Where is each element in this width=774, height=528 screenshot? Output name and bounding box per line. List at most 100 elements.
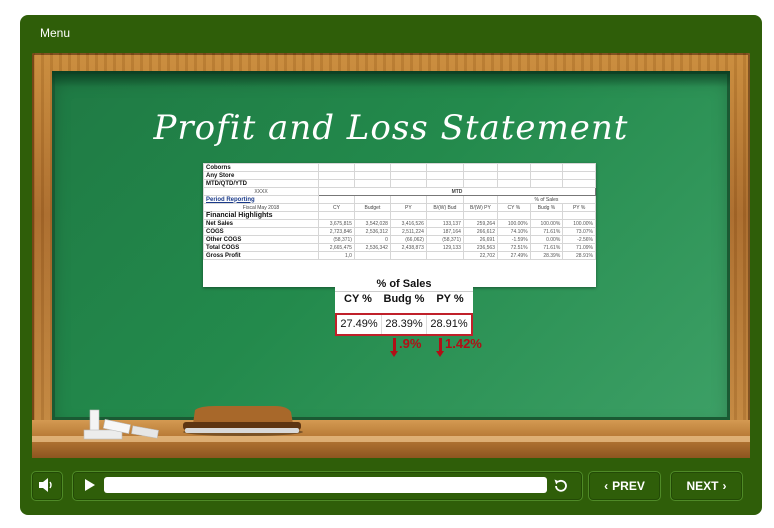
variance-py-value: 1.42% bbox=[445, 336, 482, 351]
col-header: B/(W) Bud bbox=[425, 203, 464, 212]
col-header: PY % bbox=[562, 203, 596, 212]
table-row: Gross Profit 1,0 22,702 27.49% 28.39% 28.91% bbox=[203, 251, 596, 260]
chevron-left-icon: ‹ bbox=[604, 479, 609, 493]
table-cell: 71.61% bbox=[529, 243, 564, 252]
row-label: Total COGS bbox=[203, 243, 319, 252]
pct-header-cy: CY % bbox=[344, 293, 372, 305]
table-cell: 100.00% bbox=[529, 219, 564, 228]
down-arrow-icon bbox=[390, 338, 398, 357]
table-cell: 74.10% bbox=[496, 227, 531, 236]
speaker-icon bbox=[39, 478, 52, 492]
company-name: Coborns bbox=[203, 163, 319, 172]
table-cell: 26,691 bbox=[462, 235, 498, 244]
col-header: CY bbox=[318, 203, 355, 212]
table-cell: 72.51% bbox=[496, 243, 531, 252]
replay-icon[interactable] bbox=[552, 477, 570, 495]
table-cell: (58,371) bbox=[318, 235, 355, 244]
prev-button[interactable]: ‹ PREV bbox=[588, 471, 661, 501]
pct-values-highlight: 27.49% 28.39% 28.91% bbox=[335, 313, 473, 336]
pl-spreadsheet: Coborns Any Store MTD/QTD/YTD XXXX MTD Pe… bbox=[203, 163, 596, 287]
chalk-pieces-icon bbox=[83, 409, 159, 440]
row-label: COGS bbox=[203, 227, 319, 236]
row-label: Other COGS bbox=[203, 235, 319, 244]
volume-button[interactable] bbox=[31, 471, 63, 501]
table-cell: 28.91% bbox=[562, 251, 596, 260]
col-header: Budg % bbox=[529, 203, 564, 212]
table-cell: (66,062) bbox=[389, 235, 427, 244]
col-header: B/(W) PY bbox=[462, 203, 498, 212]
table-cell: 3,416,526 bbox=[389, 219, 427, 228]
prev-label: PREV bbox=[612, 479, 645, 493]
pct-of-sales-title: % of Sales bbox=[376, 278, 432, 290]
table-cell: 71.09% bbox=[562, 243, 596, 252]
fiscal-label: Fiscal May 2018 bbox=[203, 203, 319, 212]
placeholder-cell: XXXX bbox=[203, 187, 319, 196]
table-cell: 133,137 bbox=[425, 219, 464, 228]
table-row: COGS 2,723,846 2,536,312 2,511,224 187,164 26… bbox=[203, 227, 596, 236]
table-cell: 1,0 bbox=[318, 251, 355, 260]
table-row: Net Sales 3,675,815 3,542,028 3,416,526 133,… bbox=[203, 219, 596, 228]
next-label: NEXT bbox=[686, 479, 719, 493]
col-header: PY bbox=[389, 203, 427, 212]
pct-sales-header: % of Sales bbox=[496, 195, 596, 204]
table-cell: 0 bbox=[353, 235, 391, 244]
progress-bar[interactable] bbox=[104, 477, 547, 493]
chevron-right-icon: › bbox=[722, 479, 727, 493]
play-icon[interactable] bbox=[85, 479, 95, 491]
table-cell: 0.00% bbox=[529, 235, 564, 244]
down-arrow-icon bbox=[436, 338, 444, 357]
table-cell: 259,264 bbox=[462, 219, 498, 228]
table-cell: 236,563 bbox=[462, 243, 498, 252]
col-header: CY % bbox=[496, 203, 531, 212]
pct-header-budg: Budg % bbox=[383, 293, 425, 305]
variance-budget-value: .9% bbox=[399, 336, 422, 351]
table-cell: -2.56% bbox=[562, 235, 596, 244]
pct-value-py: 28.91% bbox=[426, 315, 471, 334]
pct-header-py: PY % bbox=[436, 293, 464, 305]
table-cell: 2,438,873 bbox=[389, 243, 427, 252]
chalk-tray-lip bbox=[32, 436, 750, 442]
period-reporting-label: Period Reporting bbox=[203, 195, 319, 204]
table-cell bbox=[425, 251, 464, 260]
table-cell: 2,536,342 bbox=[353, 243, 391, 252]
menu-button[interactable]: Menu bbox=[40, 26, 71, 40]
table-cell: 2,536,312 bbox=[353, 227, 391, 236]
table-cell: 3,542,028 bbox=[353, 219, 391, 228]
next-button[interactable]: NEXT › bbox=[670, 471, 743, 501]
pct-of-sales-callout: % of Sales CY % Budg % PY % 27.49% 28.39… bbox=[335, 278, 473, 336]
table-cell: 2,511,224 bbox=[389, 227, 427, 236]
table-cell: 73.07% bbox=[562, 227, 596, 236]
row-label: Gross Profit bbox=[203, 251, 319, 260]
slide-title: Profit and Loss Statement bbox=[153, 108, 629, 148]
col-header: Budget bbox=[353, 203, 391, 212]
table-cell: 187,164 bbox=[425, 227, 464, 236]
table-cell: (58,371) bbox=[425, 235, 464, 244]
variance-py: 1.42% bbox=[436, 336, 482, 357]
table-cell bbox=[389, 251, 427, 260]
table-cell: 2,723,846 bbox=[318, 227, 355, 236]
table-cell: 100.00% bbox=[496, 219, 531, 228]
table-cell: 3,675,815 bbox=[318, 219, 355, 228]
table-cell: 27.49% bbox=[496, 251, 531, 260]
table-row: Other COGS (58,371) 0 (66,062) (58,371) 26,69… bbox=[203, 235, 596, 244]
table-cell: 28.39% bbox=[529, 251, 564, 260]
pct-value-cy: 27.49% bbox=[340, 318, 378, 330]
pct-value-budg: 28.39% bbox=[381, 315, 426, 334]
mtd-header: MTD bbox=[318, 187, 596, 196]
store-name: Any Store bbox=[203, 171, 319, 180]
table-cell: -1.59% bbox=[496, 235, 531, 244]
table-cell: 266,612 bbox=[462, 227, 498, 236]
period-type: MTD/QTD/YTD bbox=[203, 179, 319, 188]
table-cell: 71.61% bbox=[529, 227, 564, 236]
row-label: Net Sales bbox=[203, 219, 319, 228]
table-cell: 2,665,475 bbox=[318, 243, 355, 252]
table-cell: 129,133 bbox=[425, 243, 464, 252]
table-cell bbox=[353, 251, 391, 260]
eraser-icon bbox=[183, 406, 303, 436]
chalkboard-shadow bbox=[52, 71, 730, 87]
table-row: Total COGS 2,665,475 2,536,342 2,438,873 129… bbox=[203, 243, 596, 252]
table-cell: 100.00% bbox=[562, 219, 596, 228]
variance-budget: .9% bbox=[390, 336, 422, 357]
table-cell: 22,702 bbox=[462, 251, 498, 260]
section-title: Financial Highlights bbox=[203, 211, 319, 220]
